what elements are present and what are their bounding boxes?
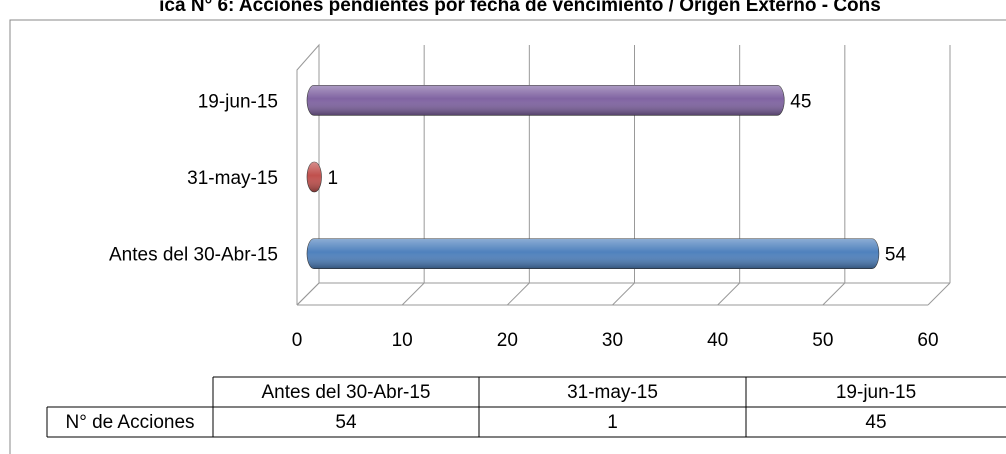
x-tick-label: 60 [917,330,938,351]
floor-line [401,282,425,306]
bar-shade [307,238,879,269]
table-header: 19-jun-15 [836,382,916,403]
floor-line [506,282,530,306]
floor-line [296,282,320,306]
x-tick-label: 40 [707,330,728,351]
floor-line [612,282,635,306]
x-tick-label: 0 [292,330,303,351]
table-cell: 54 [335,412,357,433]
table-header: Antes del 30-Abr-15 [262,382,431,403]
chart-frame [9,19,1006,454]
table-header: 31-may-15 [567,382,658,403]
x-tick-label: 50 [812,330,833,351]
data-label: 1 [328,168,339,189]
table-cell: 45 [865,412,886,433]
y-tick-label: 19-jun-15 [198,91,278,112]
x-tick-label: 10 [392,330,413,351]
table-row-label: N° de Acciones [65,412,194,433]
bar-shade [307,162,322,192]
data-label: 54 [885,245,907,266]
x-tick-label: 30 [602,330,623,351]
floor-line [927,282,951,306]
y-tick-label: Antes del 30-Abr-15 [109,245,278,266]
chart-title: ica N° 6: Acciones pendientes por fecha … [159,0,881,16]
y-tick-label: 31-may-15 [187,168,278,189]
x-tick-label: 20 [497,330,518,351]
data-label: 45 [790,91,811,112]
bar-shade [307,85,785,116]
floor-line [822,282,846,306]
floor-line [717,282,741,306]
table-cell: 1 [607,412,618,433]
